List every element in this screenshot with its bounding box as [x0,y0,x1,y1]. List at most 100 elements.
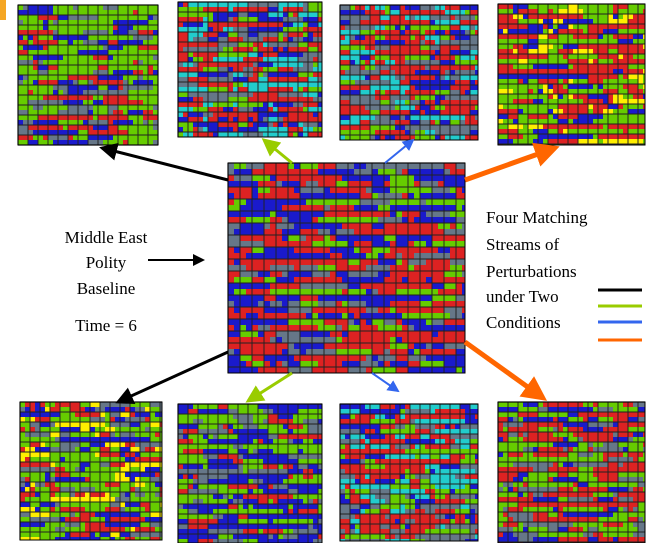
pixel [60,457,65,462]
pixel [233,504,238,509]
pixel [143,30,148,35]
pixel [308,444,313,449]
pixel [455,20,460,25]
pixel [623,74,628,79]
pixel [498,74,503,79]
pixel [243,494,248,499]
pixel [243,449,248,454]
pixel [203,77,208,82]
pixel [298,484,303,489]
pixel [248,509,253,514]
pixel [28,95,33,100]
pixel [543,109,548,114]
pixel [470,35,475,40]
pixel [263,459,268,464]
pixel [553,104,558,109]
pixel [528,59,533,64]
pixel [558,24,563,29]
pixel [98,20,103,25]
pixel [288,504,293,509]
pixel [30,497,35,502]
pixel [138,140,143,145]
pixel [455,80,460,85]
pixel [188,459,193,464]
pixel [573,69,578,74]
pixel [633,119,638,124]
pixel [445,65,450,70]
pixel [603,39,608,44]
pixel [178,434,183,439]
pixel [288,524,293,529]
pixel [303,7,308,12]
pixel [440,15,445,20]
pixel [143,35,148,40]
pixel [308,57,313,62]
pixel [153,35,158,40]
pixel [98,120,103,125]
pixel [228,112,233,117]
pixel [100,412,105,417]
pixel [608,49,613,54]
pixel [233,429,238,434]
pixel [43,10,48,15]
pixel [55,492,60,497]
pixel [233,454,238,459]
pixel [145,507,150,512]
pixel [288,107,293,112]
pixel [380,85,385,90]
pixel [553,79,558,84]
pixel [435,60,440,65]
pixel [598,109,603,114]
pixel [263,47,268,52]
pixel [150,437,155,442]
pixel [63,90,68,95]
pixel [140,402,145,407]
pixel [178,539,183,543]
pixel [263,454,268,459]
pixel [113,5,118,10]
pixel [243,504,248,509]
pixel [455,25,460,30]
pixel [95,512,100,517]
pixel [498,64,503,69]
pixel [110,507,115,512]
pixel [288,409,293,414]
pixel [450,105,455,110]
pixel [110,497,115,502]
pixel [38,75,43,80]
pixel [103,65,108,70]
pixel [618,79,623,84]
pixel [558,39,563,44]
pixel [375,55,380,60]
pixel [345,25,350,30]
pixel [593,24,598,29]
pixel [563,134,568,139]
pixel [298,439,303,444]
pixel [48,20,53,25]
pixel [213,479,218,484]
pixel [365,25,370,30]
pixel [35,422,40,427]
pixel [213,509,218,514]
pixel [110,442,115,447]
pixel [155,482,160,487]
pixel [193,12,198,17]
pixel [440,10,445,15]
pixel [298,87,303,92]
pixel [400,40,405,45]
pixel [53,85,58,90]
pixel [608,69,613,74]
pixel [415,20,420,25]
pixel [390,60,395,65]
pixel [18,45,23,50]
pixel [18,80,23,85]
pixel [248,117,253,122]
pixel [273,529,278,534]
pixel [263,444,268,449]
pixel [90,447,95,452]
pixel [298,82,303,87]
pixel [153,60,158,65]
pixel [503,19,508,24]
pixel [115,532,120,537]
pixel [608,124,613,129]
